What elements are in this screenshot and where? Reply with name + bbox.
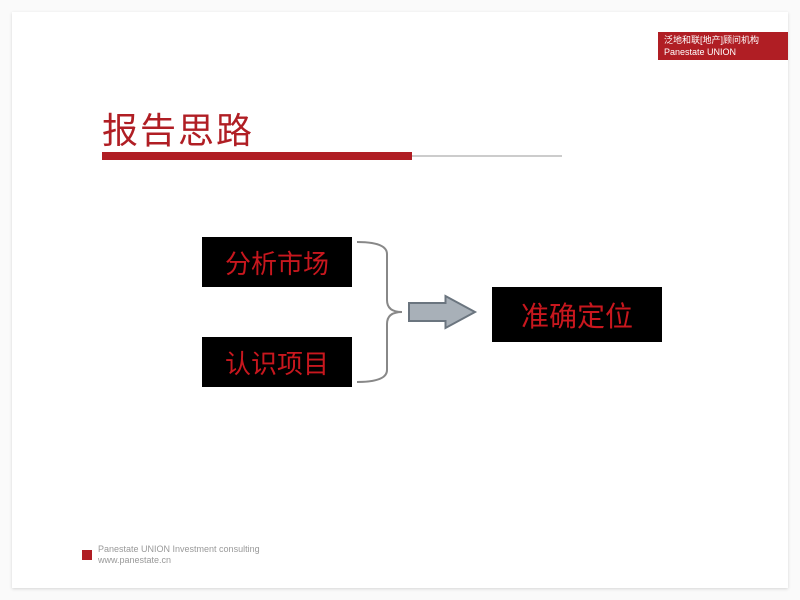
title-underline-thin (412, 155, 562, 157)
box2-label: 认识项目 (225, 344, 329, 381)
diagram-box-positioning: 准确定位 (492, 287, 662, 342)
brand-badge: 泛地和联[地产]顾问机构 Panestate UNION (658, 32, 788, 60)
box1-label: 分析市场 (225, 244, 329, 281)
diagram-box-understand-project: 认识项目 (202, 337, 352, 387)
footer-line2: www.panestate.cn (98, 555, 260, 566)
box3-label: 准确定位 (521, 295, 633, 335)
footer-text: Panestate UNION Investment consulting ww… (98, 544, 260, 566)
footer: Panestate UNION Investment consulting ww… (82, 544, 260, 566)
title-underline (102, 152, 412, 160)
brand-line1: 泛地和联[地产]顾问机构 (664, 35, 782, 47)
bracket-icon (357, 237, 407, 387)
arrow-right-icon (407, 294, 477, 330)
diagram-box-analyze-market: 分析市场 (202, 237, 352, 287)
slide: 泛地和联[地产]顾问机构 Panestate UNION 报告思路 分析市场 认… (12, 12, 788, 588)
footer-line1: Panestate UNION Investment consulting (98, 544, 260, 555)
footer-mark-icon (82, 550, 92, 560)
page-title: 报告思路 (102, 102, 254, 154)
brand-line2: Panestate UNION (664, 47, 782, 59)
